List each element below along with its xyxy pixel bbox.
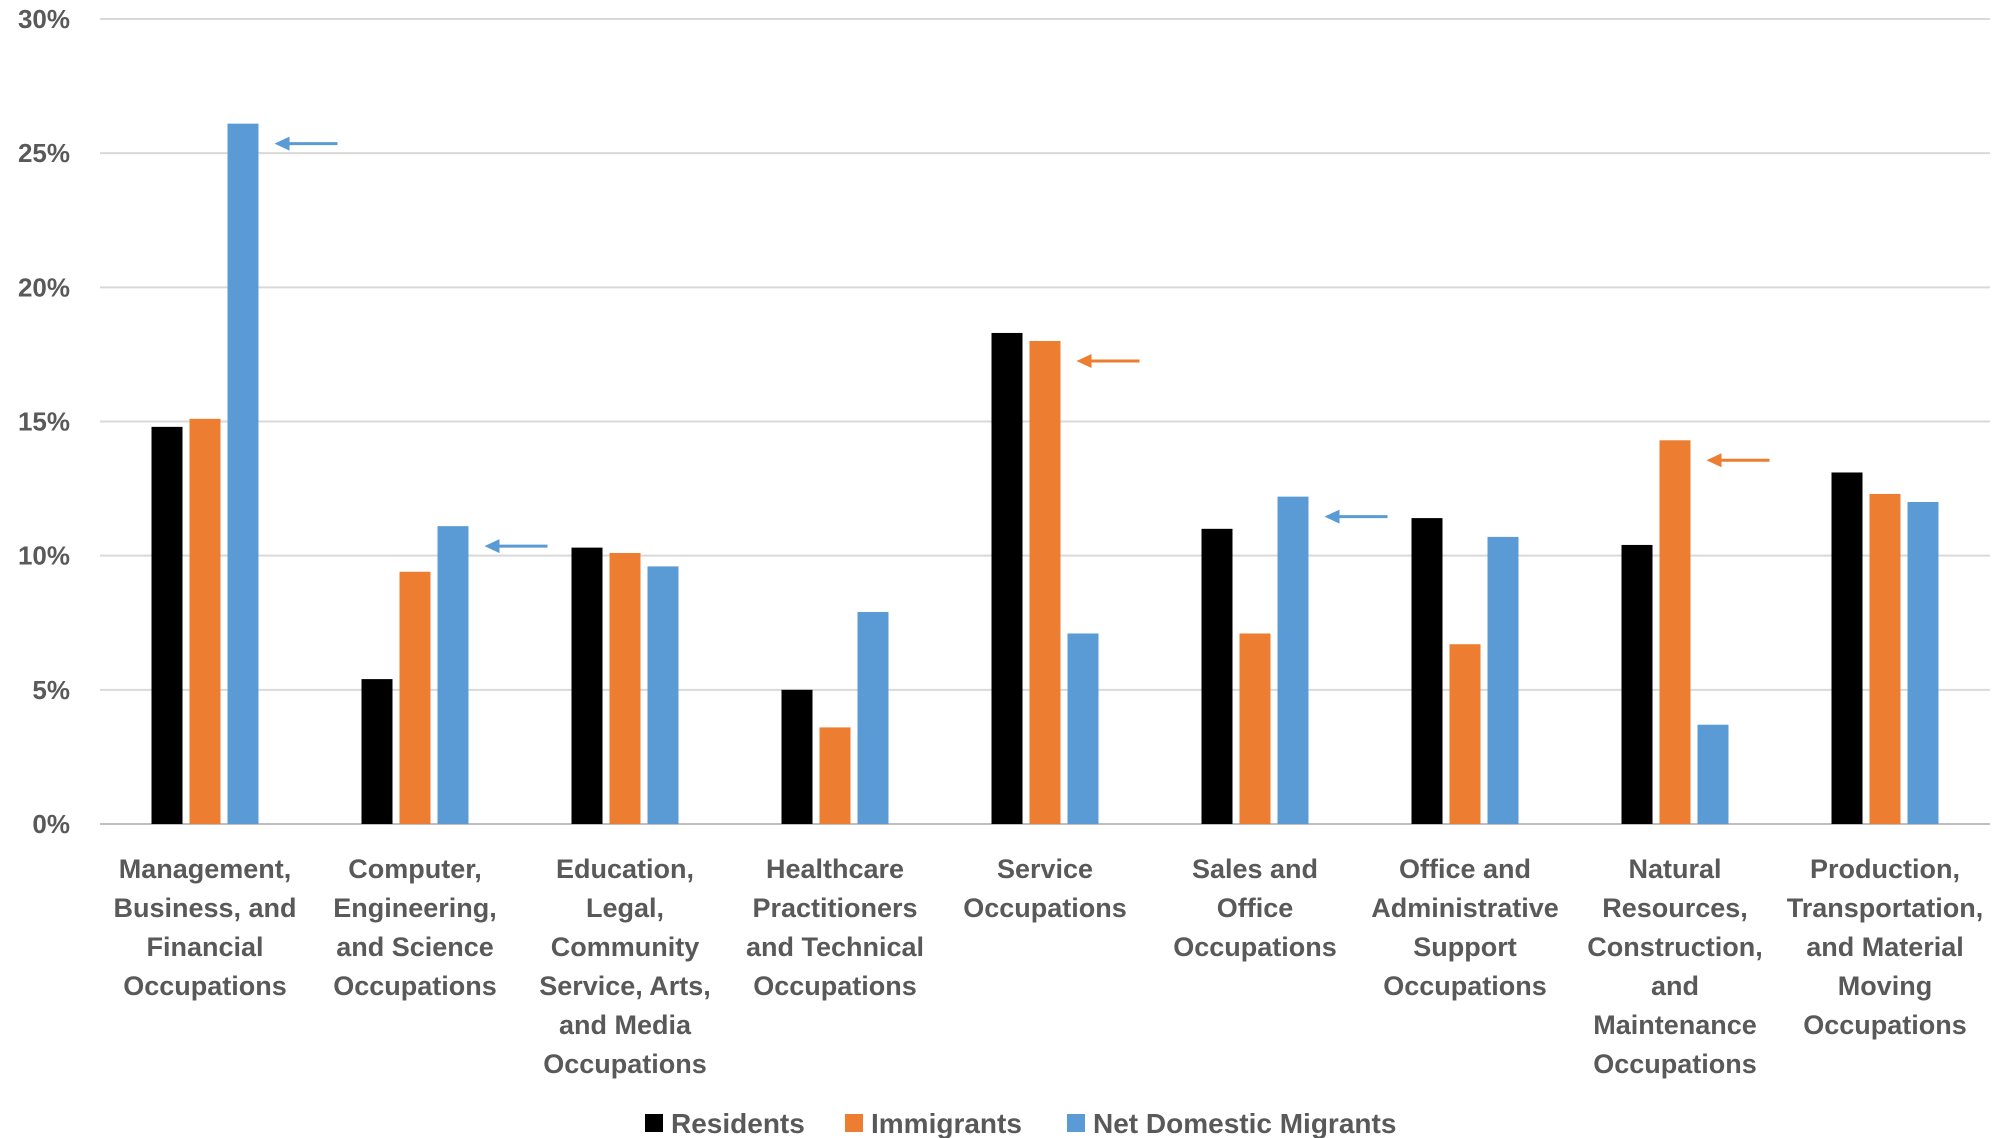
bar-immigrants bbox=[819, 727, 851, 824]
x-category-label-line: Financial bbox=[146, 932, 263, 962]
x-category-label-line: Maintenance bbox=[1593, 1010, 1757, 1040]
x-category-label-line: Support bbox=[1413, 932, 1516, 962]
bar-residents bbox=[151, 426, 183, 824]
bar-residents bbox=[781, 689, 813, 824]
x-category-label-line: Practitioners bbox=[752, 893, 917, 923]
legend-label: Net Domestic Migrants bbox=[1093, 1108, 1396, 1138]
x-category-label-line: Occupations bbox=[1593, 1049, 1757, 1079]
bar-net-domestic-migrants bbox=[1697, 724, 1729, 824]
x-category-label-line: Occupations bbox=[543, 1049, 707, 1079]
annotation-arrow bbox=[1076, 354, 1140, 368]
legend-label: Residents bbox=[671, 1108, 805, 1138]
annotation-arrow bbox=[274, 136, 338, 151]
bar-net-domestic-migrants bbox=[227, 123, 259, 824]
x-category-label: Natural Resources, Construction, and Mainten… bbox=[1587, 854, 1763, 1079]
bar-net-domestic-migrants bbox=[1907, 502, 1939, 824]
legend-label: Immigrants bbox=[871, 1108, 1022, 1138]
bar-immigrants bbox=[1239, 633, 1271, 824]
x-category-label-line: Service bbox=[997, 854, 1093, 884]
bar-immigrants bbox=[1869, 493, 1901, 824]
x-category-label: Healthcare Practitioners and Technical Occu… bbox=[746, 854, 924, 1001]
bar-immigrants bbox=[609, 552, 641, 824]
bar-immigrants bbox=[1449, 644, 1481, 824]
x-category-label-line: Occupations bbox=[1383, 971, 1547, 1001]
x-category-label: Computer, Engineering, and Science Occupati… bbox=[333, 854, 497, 1001]
annotation-arrows bbox=[274, 136, 1770, 554]
bar-immigrants bbox=[399, 571, 431, 824]
x-category-label-line: Sales and bbox=[1192, 854, 1318, 884]
bar-immigrants bbox=[189, 418, 221, 824]
x-category-label: Management, Business, and Financial Occupat… bbox=[113, 854, 296, 1001]
legend-swatch bbox=[1067, 1114, 1085, 1132]
x-category-label-line: Occupations bbox=[1803, 1010, 1967, 1040]
bar-net-domestic-migrants bbox=[857, 612, 889, 824]
bar-residents bbox=[571, 547, 603, 824]
x-category-label-line: Resources, bbox=[1602, 893, 1748, 923]
bar-net-domestic-migrants bbox=[1067, 633, 1099, 824]
x-category-label-line: Occupations bbox=[753, 971, 917, 1001]
x-category-label-line: Moving bbox=[1838, 971, 1933, 1001]
x-category-label-line: Legal, bbox=[586, 893, 664, 923]
x-category-label-line: Administrative bbox=[1371, 893, 1559, 923]
x-category-label: Education, Legal, Community Service, Arts, a… bbox=[539, 854, 711, 1079]
legend-swatch bbox=[845, 1114, 863, 1132]
x-category-label-line: Education, bbox=[556, 854, 694, 884]
x-category-label-line: Healthcare bbox=[766, 854, 904, 884]
x-category-label: Sales and Office Occupations bbox=[1173, 854, 1337, 962]
x-category-label-line: Office and bbox=[1399, 854, 1531, 884]
bar-residents bbox=[1621, 544, 1653, 824]
y-tick-label: 15% bbox=[18, 407, 70, 437]
x-category-label-line: and Technical bbox=[746, 932, 924, 962]
bars bbox=[151, 123, 1939, 824]
bar-net-domestic-migrants bbox=[437, 526, 469, 824]
x-category-label-line: Engineering, bbox=[333, 893, 497, 923]
x-category-label-line: Natural bbox=[1628, 854, 1721, 884]
x-category-label-line: and Science bbox=[336, 932, 494, 962]
bar-net-domestic-migrants bbox=[647, 566, 679, 824]
y-axis-tick-labels: 0% 5% 10% 15% 20% 25% 30% bbox=[18, 4, 70, 839]
x-category-label-line: Occupations bbox=[123, 971, 287, 1001]
y-tick-label: 10% bbox=[18, 541, 70, 571]
x-category-label-line: and bbox=[1651, 971, 1699, 1001]
bar-immigrants bbox=[1029, 341, 1061, 824]
bar-residents bbox=[1411, 518, 1443, 824]
bar-residents bbox=[1201, 528, 1233, 824]
x-category-label-line: Occupations bbox=[1173, 932, 1337, 962]
y-tick-label: 30% bbox=[18, 4, 70, 34]
bar-residents bbox=[361, 679, 393, 824]
annotation-arrow bbox=[1324, 509, 1388, 524]
x-category-label-line: Occupations bbox=[963, 893, 1127, 923]
x-category-label-line: and Media bbox=[559, 1010, 692, 1040]
bar-immigrants bbox=[1659, 440, 1691, 824]
bar-net-domestic-migrants bbox=[1487, 536, 1519, 824]
x-category-label-line: Community bbox=[551, 932, 700, 962]
x-axis-category-labels: Management, Business, and Financial Occupat… bbox=[113, 854, 1983, 1079]
x-category-label-line: and Material bbox=[1806, 932, 1964, 962]
x-category-label: Office and Administrative Support Occupatio… bbox=[1371, 854, 1559, 1001]
annotation-arrow bbox=[484, 539, 548, 554]
y-tick-label: 20% bbox=[18, 272, 70, 302]
legend-swatch bbox=[645, 1114, 663, 1132]
x-category-label: Production, Transportation, and Material Mo… bbox=[1787, 854, 1984, 1040]
x-category-label-line: Management, bbox=[119, 854, 292, 884]
bar-net-domestic-migrants bbox=[1277, 496, 1309, 824]
y-tick-label: 25% bbox=[18, 138, 70, 168]
x-category-label-line: Computer, bbox=[348, 854, 482, 884]
x-category-label-line: Occupations bbox=[333, 971, 497, 1001]
x-category-label-line: Business, and bbox=[113, 893, 296, 923]
annotation-arrow bbox=[1706, 453, 1770, 468]
y-tick-label: 0% bbox=[32, 809, 70, 839]
x-category-label-line: Construction, bbox=[1587, 932, 1763, 962]
y-tick-label: 5% bbox=[32, 675, 70, 705]
bar-residents bbox=[991, 332, 1023, 824]
x-category-label: Service Occupations bbox=[963, 854, 1127, 923]
legend: Residents Immigrants Net Domestic Migrants bbox=[645, 1108, 1396, 1138]
x-category-label-line: Service, Arts, bbox=[539, 971, 711, 1001]
x-category-label-line: Transportation, bbox=[1787, 893, 1984, 923]
x-category-label-line: Office bbox=[1217, 893, 1294, 923]
x-category-label-line: Production, bbox=[1810, 854, 1960, 884]
bar-residents bbox=[1831, 472, 1863, 824]
